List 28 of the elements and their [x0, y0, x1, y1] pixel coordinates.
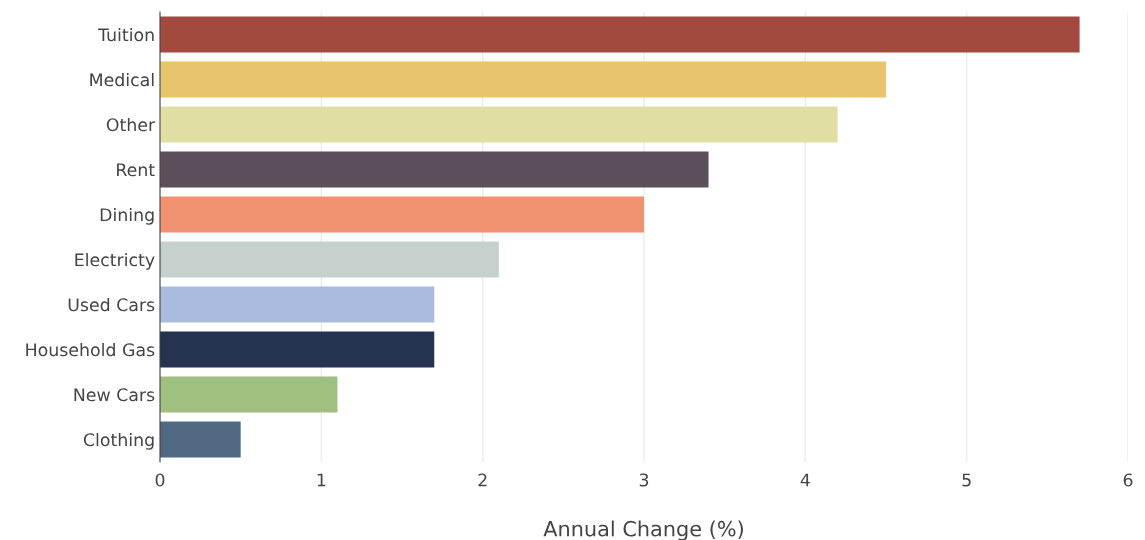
x-tick-label: 5: [962, 473, 971, 487]
bar: [160, 16, 1080, 53]
bar: [160, 106, 838, 143]
x-tick-label: 1: [317, 473, 326, 487]
x-tick-label: 4: [800, 473, 810, 487]
y-tick-label: Clothing: [83, 432, 154, 450]
bar: [160, 151, 709, 188]
y-tick-label: Rent: [117, 163, 155, 177]
y-tick-label: Electricty: [75, 252, 155, 270]
y-tick-label: Household Gas: [26, 342, 155, 357]
y-tick-label: Dining: [100, 207, 154, 225]
y-tick-label: New Cars: [74, 388, 155, 402]
bar: [160, 196, 644, 233]
y-tick-label: Tuition: [98, 27, 154, 42]
x-tick-label: 3: [639, 473, 649, 487]
bar: [160, 61, 886, 98]
y-tick-label: Used Cars: [68, 297, 155, 312]
y-tick-label: Other: [106, 117, 156, 132]
bar: [160, 376, 338, 413]
bar: [160, 331, 435, 368]
x-tick-label: 2: [478, 473, 487, 487]
bar: [160, 286, 435, 323]
y-tick-label: Medical: [90, 72, 154, 87]
bar: [160, 241, 499, 278]
x-axis-title: Annual Change (%): [543, 520, 743, 540]
x-tick-label: 6: [1123, 473, 1133, 487]
bar: [160, 421, 241, 458]
x-tick-label: 0: [155, 473, 165, 487]
